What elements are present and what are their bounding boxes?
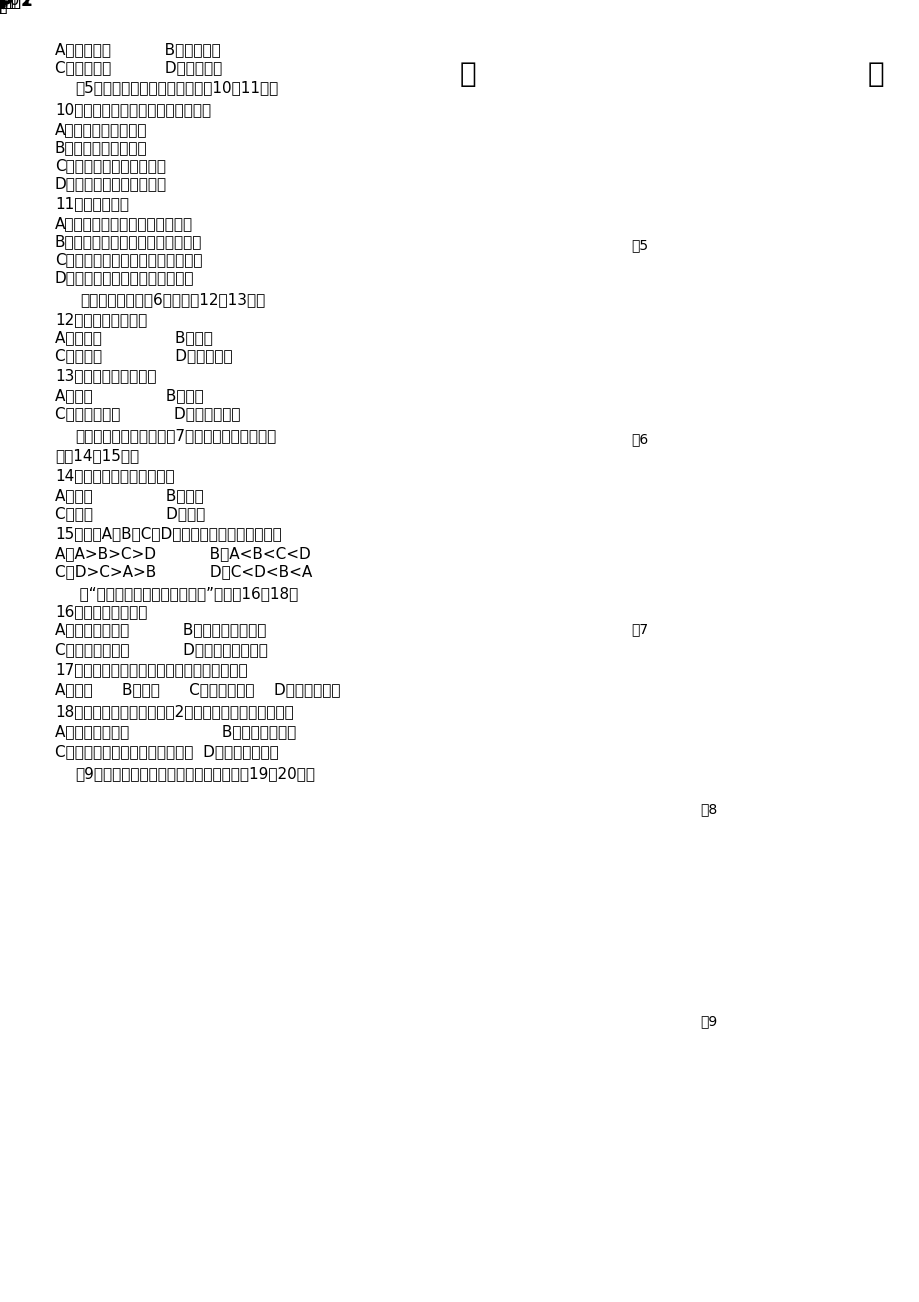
Text: 16．图中气压带代表: 16．图中气压带代表 <box>55 604 147 618</box>
Text: D．沿槽部裂隙侵蚀而成的向斜山: D．沿槽部裂隙侵蚀而成的向斜山 <box>55 270 194 285</box>
Text: D．自中心向两侧由新到老: D．自中心向两侧由新到老 <box>55 176 167 191</box>
Text: 图6: 图6 <box>630 432 648 447</box>
Text: A．自西向东由老到新: A．自西向东由老到新 <box>55 122 147 137</box>
Text: A．A>B>C>D           B．A<B<C<D: A．A>B>C>D B．A<B<C<D <box>55 546 311 561</box>
Text: 图5: 图5 <box>630 238 648 253</box>
Text: 12．图中地貌名称为: 12．图中地貌名称为 <box>55 312 147 327</box>
Text: 西: 西 <box>460 60 476 89</box>
Text: 14．此图表示的时间应该是: 14．此图表示的时间应该是 <box>55 467 175 483</box>
Text: C．自中心向两侧由老到新: C．自中心向两侧由老到新 <box>55 158 165 173</box>
Text: B．因槽部坚实抗侵蚀而成的向斜山: B．因槽部坚实抗侵蚀而成的向斜山 <box>55 234 202 249</box>
Text: 图5为一典型褶曲剖面，读图回答10～11题。: 图5为一典型褶曲剖面，读图回答10～11题。 <box>75 79 278 95</box>
Text: 图9为地球大气受热过程示意图。读图完成19～20题。: 图9为地球大气受热过程示意图。读图完成19～20题。 <box>75 766 314 781</box>
Text: 图7: 图7 <box>630 622 648 635</box>
Text: A．全年高温多雨                   B．全年温和湿润: A．全年高温多雨 B．全年温和湿润 <box>55 724 296 740</box>
Text: 读某地地貌图（图6），完成12～13题。: 读某地地貌图（图6），完成12～13题。 <box>80 292 265 307</box>
Text: A．三角洲               B．沙丘: A．三角洲 B．沙丘 <box>55 329 212 345</box>
Text: C．冲积扇               D．冲积平原: C．冲积扇 D．冲积平原 <box>55 348 233 363</box>
Text: 10．图示褶曲中，岩层的新老关系为: 10．图示褶曲中，岩层的新老关系为 <box>55 102 210 117</box>
Text: 图9: 图9 <box>699 1014 717 1029</box>
Text: 读“近地面气压带、风带示意图”，完成16～18题: 读“近地面气压带、风带示意图”，完成16～18题 <box>65 586 298 602</box>
Text: 东: 东 <box>867 60 884 89</box>
Text: 17．若气压带、风带位置偏北时，则如皋此时: 17．若气压带、风带位置偏北时，则如皋此时 <box>55 661 247 677</box>
Text: C．D>C>A>B           D．C<D<B<A: C．D>C>A>B D．C<D<B<A <box>55 564 312 579</box>
Text: 18．若某地常年在图示风带2的作用下，则其气候特征是: 18．若某地常年在图示风带2的作用下，则其气候特征是 <box>55 704 293 719</box>
Text: 图8: 图8 <box>699 802 717 816</box>
Text: A．沿顶部裂隙侵蚀而成的背斜山: A．沿顶部裂隙侵蚀而成的背斜山 <box>55 216 193 230</box>
Text: 读海陆风形成示意图（图7），根据所学知识分析: 读海陆风形成示意图（图7），根据所学知识分析 <box>75 428 276 443</box>
Text: 11．图示山岭是: 11．图示山岭是 <box>55 197 129 211</box>
Text: C．夏季高温多雨，冬季低温少雨  D．全年炎热干燥: C．夏季高温多雨，冬季低温少雨 D．全年炎热干燥 <box>55 743 278 759</box>
Text: C．因顶部坚实抗侵蚀而成的背斜山: C．因顶部坚实抗侵蚀而成的背斜山 <box>55 253 202 267</box>
Text: C．冬季               D．全天: C．冬季 D．全天 <box>55 506 205 521</box>
Text: B．自东向西由老到新: B．自东向西由老到新 <box>55 141 147 155</box>
Text: A．岩浆侵入           B．固结成岩: A．岩浆侵入 B．固结成岩 <box>55 42 221 57</box>
Text: A．赤道低气压带           B．副极地低气压带: A．赤道低气压带 B．副极地低气压带 <box>55 622 267 637</box>
Text: A．白天               B．夜晚: A．白天 B．夜晚 <box>55 488 203 503</box>
Text: 13．图中地貌一般位于: 13．图中地貌一般位于 <box>55 368 156 383</box>
Text: C．极地高气压带           D．副热带高气压带: C．极地高气压带 D．副热带高气压带 <box>55 642 267 658</box>
Text: A．低温      B．少雨      C．盛吹东南风    D．盛吹西北风: A．低温 B．少雨 C．盛吹东南风 D．盛吹西北风 <box>55 682 340 697</box>
Text: C．变质作用           D．岩浆喷出: C．变质作用 D．岩浆喷出 <box>55 60 222 76</box>
Text: A．山坡               B．山口: A．山坡 B．山口 <box>55 388 203 404</box>
Text: C．河流拐弯处           D．河流入海口: C．河流拐弯处 D．河流入海口 <box>55 406 240 421</box>
Text: 回答14～15题。: 回答14～15题。 <box>55 448 139 464</box>
Text: 15．比较A、B、C、D四点的气压高低顺序应该是: 15．比较A、B、C、D四点的气压高低顺序应该是 <box>55 526 281 542</box>
